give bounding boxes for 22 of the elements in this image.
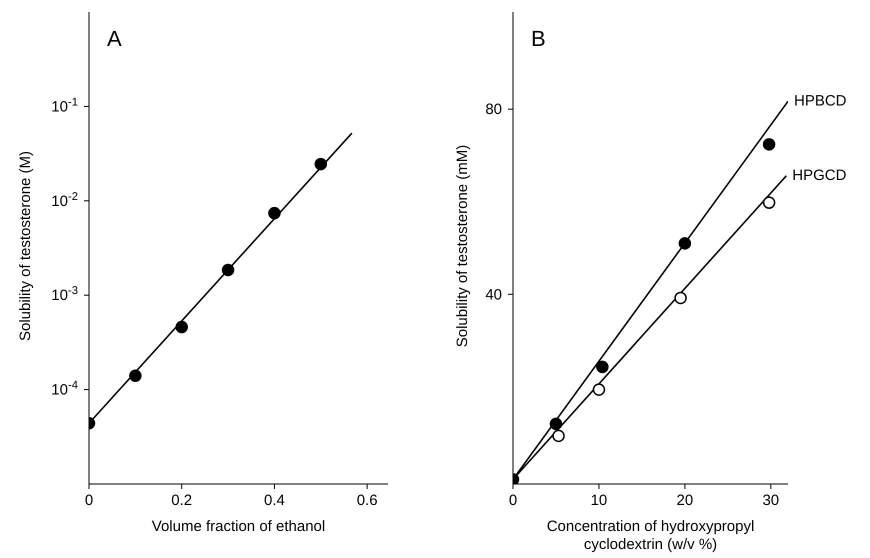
y-axis-title: Solubility of testosterone (M): [17, 150, 34, 342]
x-tick-label: 0.2: [171, 492, 192, 509]
y-tick-label: 80: [485, 101, 502, 118]
x-tick-label: 0: [84, 492, 94, 509]
x-axis-title: Concentration of hydroxypropyl cyclodextrin (w/v %): [546, 518, 756, 554]
x-tick-label: 10: [590, 492, 608, 509]
x-tick-label: 20: [676, 492, 694, 509]
y-axis-title: Solubility of testosterone (mM): [454, 144, 471, 348]
y-tick-label: 10$^{-4}$: [51, 380, 78, 399]
x-tick-label: 0.4: [264, 492, 285, 509]
text: A: [107, 26, 122, 51]
x-tick-label: 0: [508, 492, 518, 509]
x-tick-label: 0.6: [356, 492, 378, 509]
text: B: [531, 26, 546, 51]
y-tick-label: 10$^{-1}$: [51, 96, 78, 116]
y-tick-label: 10$^{-3}$: [51, 285, 78, 304]
series-label: HPGCD: [792, 166, 847, 184]
x-tick-label: 30: [762, 492, 780, 509]
x-axis-title: Volume fraction of ethanol: [150, 518, 326, 536]
y-tick-label: 40: [485, 286, 502, 304]
y-tick-label: 10$^{-2}$: [51, 190, 78, 210]
series-label: HPBCD: [794, 92, 847, 110]
